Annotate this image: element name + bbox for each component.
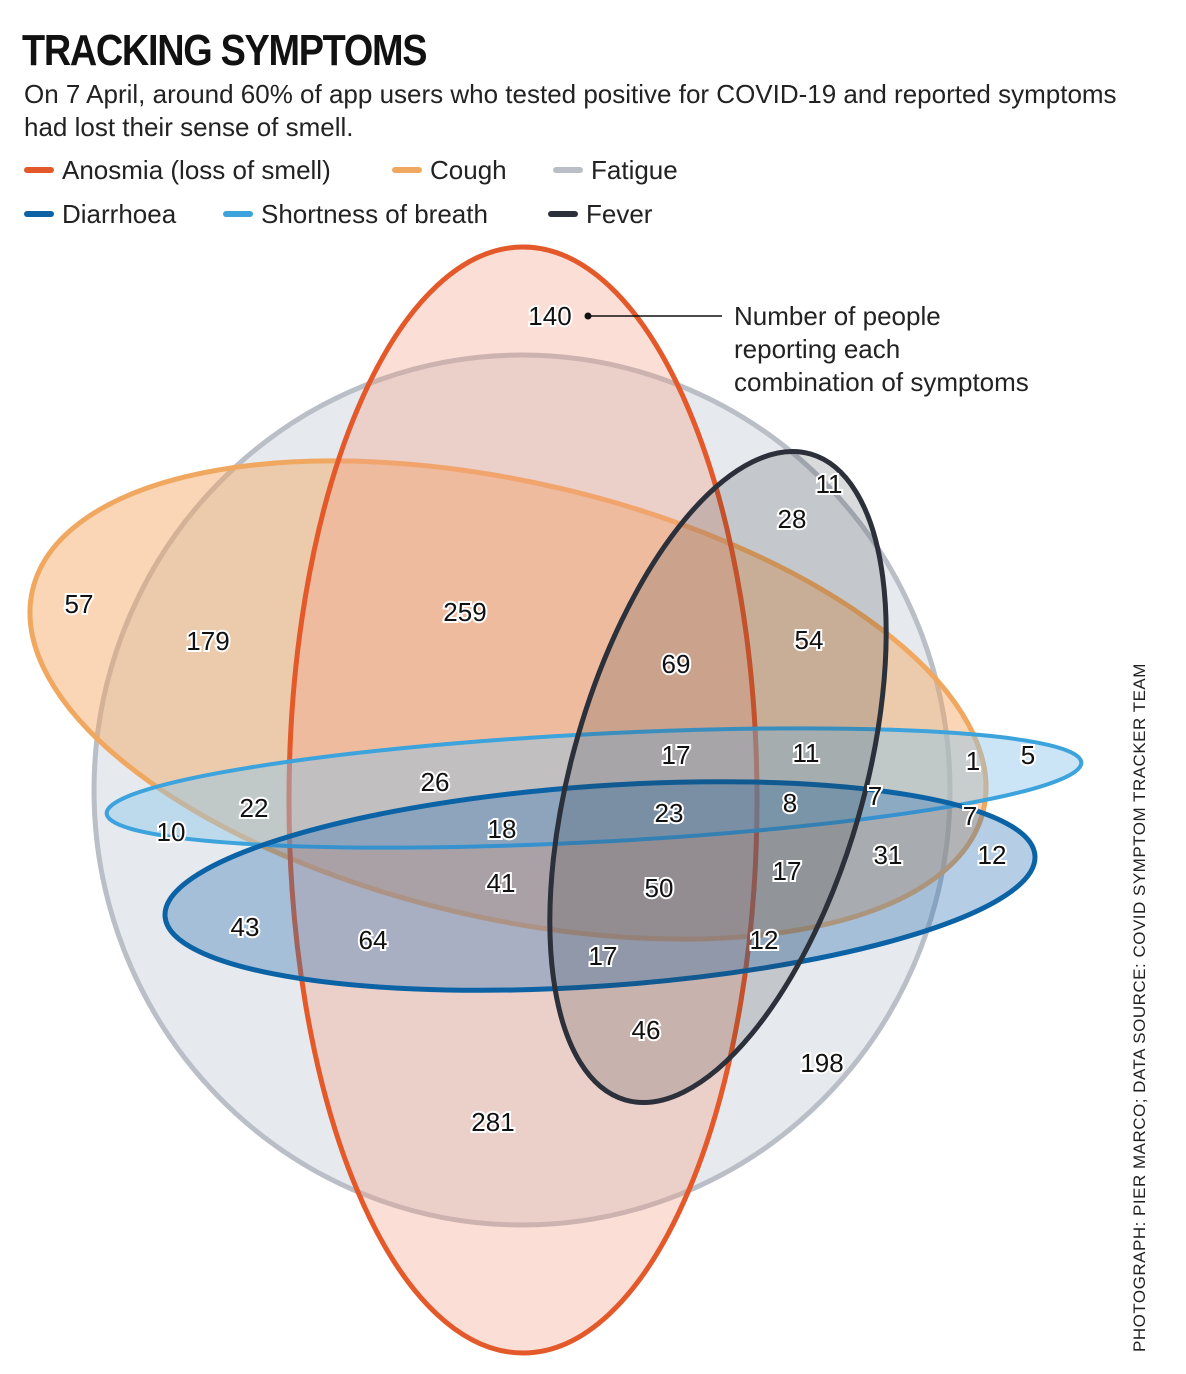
- count-label: 43: [231, 912, 260, 942]
- count-label: 54: [795, 625, 824, 655]
- diarrhoea-swatch: [24, 211, 54, 217]
- anosmia-swatch: [24, 167, 54, 173]
- legend-cough-label: Cough: [430, 154, 507, 185]
- anosmia-ellipse: [286, 244, 760, 1356]
- count-label: 12: [978, 840, 1007, 870]
- count-label: 198: [800, 1048, 843, 1078]
- count-label: 31: [874, 840, 903, 870]
- count-label: 281: [471, 1107, 514, 1137]
- cough-swatch: [392, 167, 422, 173]
- count-label: 22: [240, 793, 269, 823]
- callout-line-1: Number of people: [734, 301, 941, 331]
- count-label: 17: [589, 941, 618, 971]
- count-label: 11: [816, 469, 843, 499]
- count-label: 7: [963, 801, 977, 831]
- callout-line-2: reporting each: [734, 334, 901, 364]
- legend-fatigue-label: Fatigue: [591, 154, 678, 185]
- legend-anosmia-label: Anosmia (loss of smell): [62, 154, 331, 185]
- legend-diarrhoea-label: Diarrhoea: [62, 198, 177, 229]
- count-label: 259: [443, 597, 486, 627]
- legend-anosmia: Anosmia (loss of smell): [24, 154, 331, 186]
- count-label: 10: [157, 817, 186, 847]
- fatigue-swatch: [553, 167, 583, 173]
- callout-line-3: combination of symptoms: [734, 367, 1029, 397]
- count-label: 26: [421, 767, 450, 797]
- legend-fever: Fever: [548, 198, 652, 230]
- count-label: 57: [65, 589, 94, 619]
- count-label: 11: [793, 738, 820, 768]
- count-label: 1: [966, 746, 980, 776]
- count-label: 12: [750, 925, 779, 955]
- count-label: 179: [186, 626, 229, 656]
- count-label: 64: [359, 925, 388, 955]
- legend-shortness-of-breath-label: Shortness of breath: [261, 198, 488, 229]
- shortness-of-breath-swatch: [223, 211, 253, 217]
- count-label: 17: [773, 856, 802, 886]
- count-label: 8: [783, 788, 797, 818]
- subtitle: On 7 April, around 60% of app users who …: [24, 79, 1117, 142]
- legend-fever-label: Fever: [586, 198, 653, 229]
- photo-credit: PHOTOGRAPH: PIER MARCO; DATA SOURCE: COV…: [1130, 663, 1149, 1352]
- legend-diarrhoea: Diarrhoea: [24, 198, 176, 230]
- count-label: 18: [488, 814, 517, 844]
- count-label: 69: [662, 649, 691, 679]
- callout-text: Number of people reporting each combinat…: [734, 300, 1029, 399]
- legend-shortness-of-breath: Shortness of breath: [223, 198, 488, 230]
- count-label: 41: [487, 868, 516, 898]
- count-label: 140: [528, 301, 571, 331]
- cough-ellipse: [27, 458, 989, 942]
- count-label: 28: [778, 504, 807, 534]
- count-label: 50: [645, 873, 674, 903]
- legend-cough: Cough: [392, 154, 507, 186]
- count-label: 17: [662, 740, 691, 770]
- count-label: 23: [655, 798, 684, 828]
- fever-swatch: [548, 211, 578, 217]
- page-title: TRACKING SYMPTOMS: [22, 26, 427, 75]
- legend-fatigue: Fatigue: [553, 154, 678, 186]
- fever-ellipse: [547, 449, 889, 1105]
- count-label: 7: [868, 781, 882, 811]
- diarrhoea-ellipse: [162, 779, 1038, 993]
- count-label: 46: [632, 1015, 661, 1045]
- count-label: 5: [1021, 740, 1035, 770]
